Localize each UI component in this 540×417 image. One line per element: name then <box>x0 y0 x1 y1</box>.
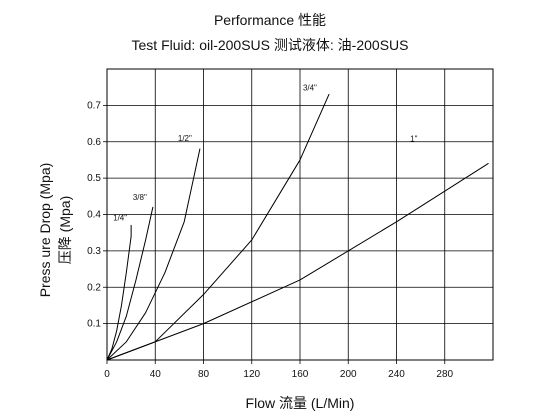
series-line-0 <box>106 224 132 361</box>
series-label-3: 3/4" <box>303 83 317 92</box>
series-label-0: 1/4" <box>113 213 127 222</box>
y-tick-label: 0.5 <box>87 173 101 184</box>
x-tick-label: 280 <box>436 369 453 380</box>
x-tick-label: 80 <box>198 369 210 380</box>
x-tick-label: 0 <box>104 369 110 380</box>
y-axis-label-secondary: 压降 (Mpa) <box>57 196 73 264</box>
plot-labels: 0 40 80 120 160 200 240 280 0.1 0.2 0.3 0.4 0.5 0.6 0.… <box>87 83 453 380</box>
series-line-1 <box>106 206 154 361</box>
x-axis-label: Flow 流量 (L/Min) <box>246 395 355 411</box>
series-line-2 <box>106 148 201 361</box>
y-tick-label: 0.7 <box>87 100 101 111</box>
plot-grid <box>103 68 494 364</box>
chart-title: Performance 性能 <box>214 12 326 28</box>
y-axis-label: Press ure Drop (Mpa) <box>37 163 53 298</box>
x-tick-label: 120 <box>243 369 260 380</box>
y-tick-label: 0.3 <box>87 246 101 257</box>
x-tick-label: 40 <box>150 369 162 380</box>
series-label-4: 1" <box>410 135 417 144</box>
plot-series <box>106 93 489 361</box>
series-label-2: 1/2" <box>178 134 192 143</box>
chart-subtitle: Test Fluid: oil-200SUS 测试液体: 油-200SUS <box>132 37 409 53</box>
y-tick-label: 0.2 <box>87 282 101 293</box>
x-tick-label: 200 <box>340 369 357 380</box>
y-tick-label: 0.1 <box>87 319 101 330</box>
series-label-1: 3/8" <box>133 193 147 202</box>
y-tick-label: 0.6 <box>87 137 101 148</box>
x-tick-label: 160 <box>292 369 309 380</box>
y-tick-label: 0.4 <box>87 210 101 221</box>
x-tick-label: 240 <box>388 369 405 380</box>
series-line-4 <box>106 163 489 361</box>
